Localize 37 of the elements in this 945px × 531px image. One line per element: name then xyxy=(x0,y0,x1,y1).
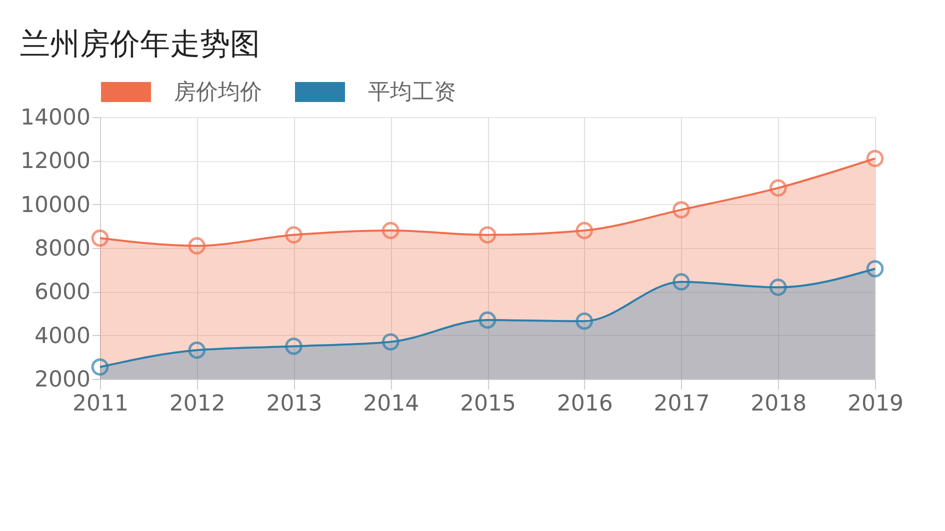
y-tick-label: 4000 xyxy=(34,324,90,349)
legend-label: 平均工资 xyxy=(368,80,456,105)
point xyxy=(285,338,302,355)
x-tick-label: 2013 xyxy=(266,392,322,416)
legend-label: 房价均价 xyxy=(174,80,262,105)
y-tick-label: 12000 xyxy=(20,149,90,174)
x-tick-label: 2018 xyxy=(750,392,807,416)
point xyxy=(188,342,206,359)
point xyxy=(576,222,594,240)
x-tick-label: 2017 xyxy=(654,392,710,416)
point xyxy=(478,226,496,244)
point xyxy=(91,358,109,376)
y-tick-label: 14000 xyxy=(20,106,90,130)
y-tick-label: 8000 xyxy=(34,236,90,262)
y-tick-label: 10000 xyxy=(20,192,90,218)
point xyxy=(866,260,884,278)
point xyxy=(285,226,302,244)
x-tick-label: 2019 xyxy=(848,392,904,416)
y-tick-label: 2000 xyxy=(34,368,90,392)
x-tick-label: 2015 xyxy=(460,392,516,416)
y-tick-label: 6000 xyxy=(34,280,90,306)
point xyxy=(91,230,109,247)
point xyxy=(769,179,787,197)
chart-title: 兰州房价年走势图 xyxy=(20,27,260,62)
point xyxy=(866,150,884,168)
x-tick-label: 2012 xyxy=(169,392,226,416)
point xyxy=(672,201,690,218)
x-tick-label: 2011 xyxy=(72,392,128,416)
point xyxy=(382,222,400,240)
point xyxy=(478,311,496,329)
x-tick-label: 2014 xyxy=(363,392,420,416)
point xyxy=(769,278,787,296)
point xyxy=(382,333,400,351)
point xyxy=(672,273,690,290)
x-tick-label: 2016 xyxy=(556,392,613,416)
point xyxy=(576,312,594,330)
point xyxy=(188,237,206,254)
